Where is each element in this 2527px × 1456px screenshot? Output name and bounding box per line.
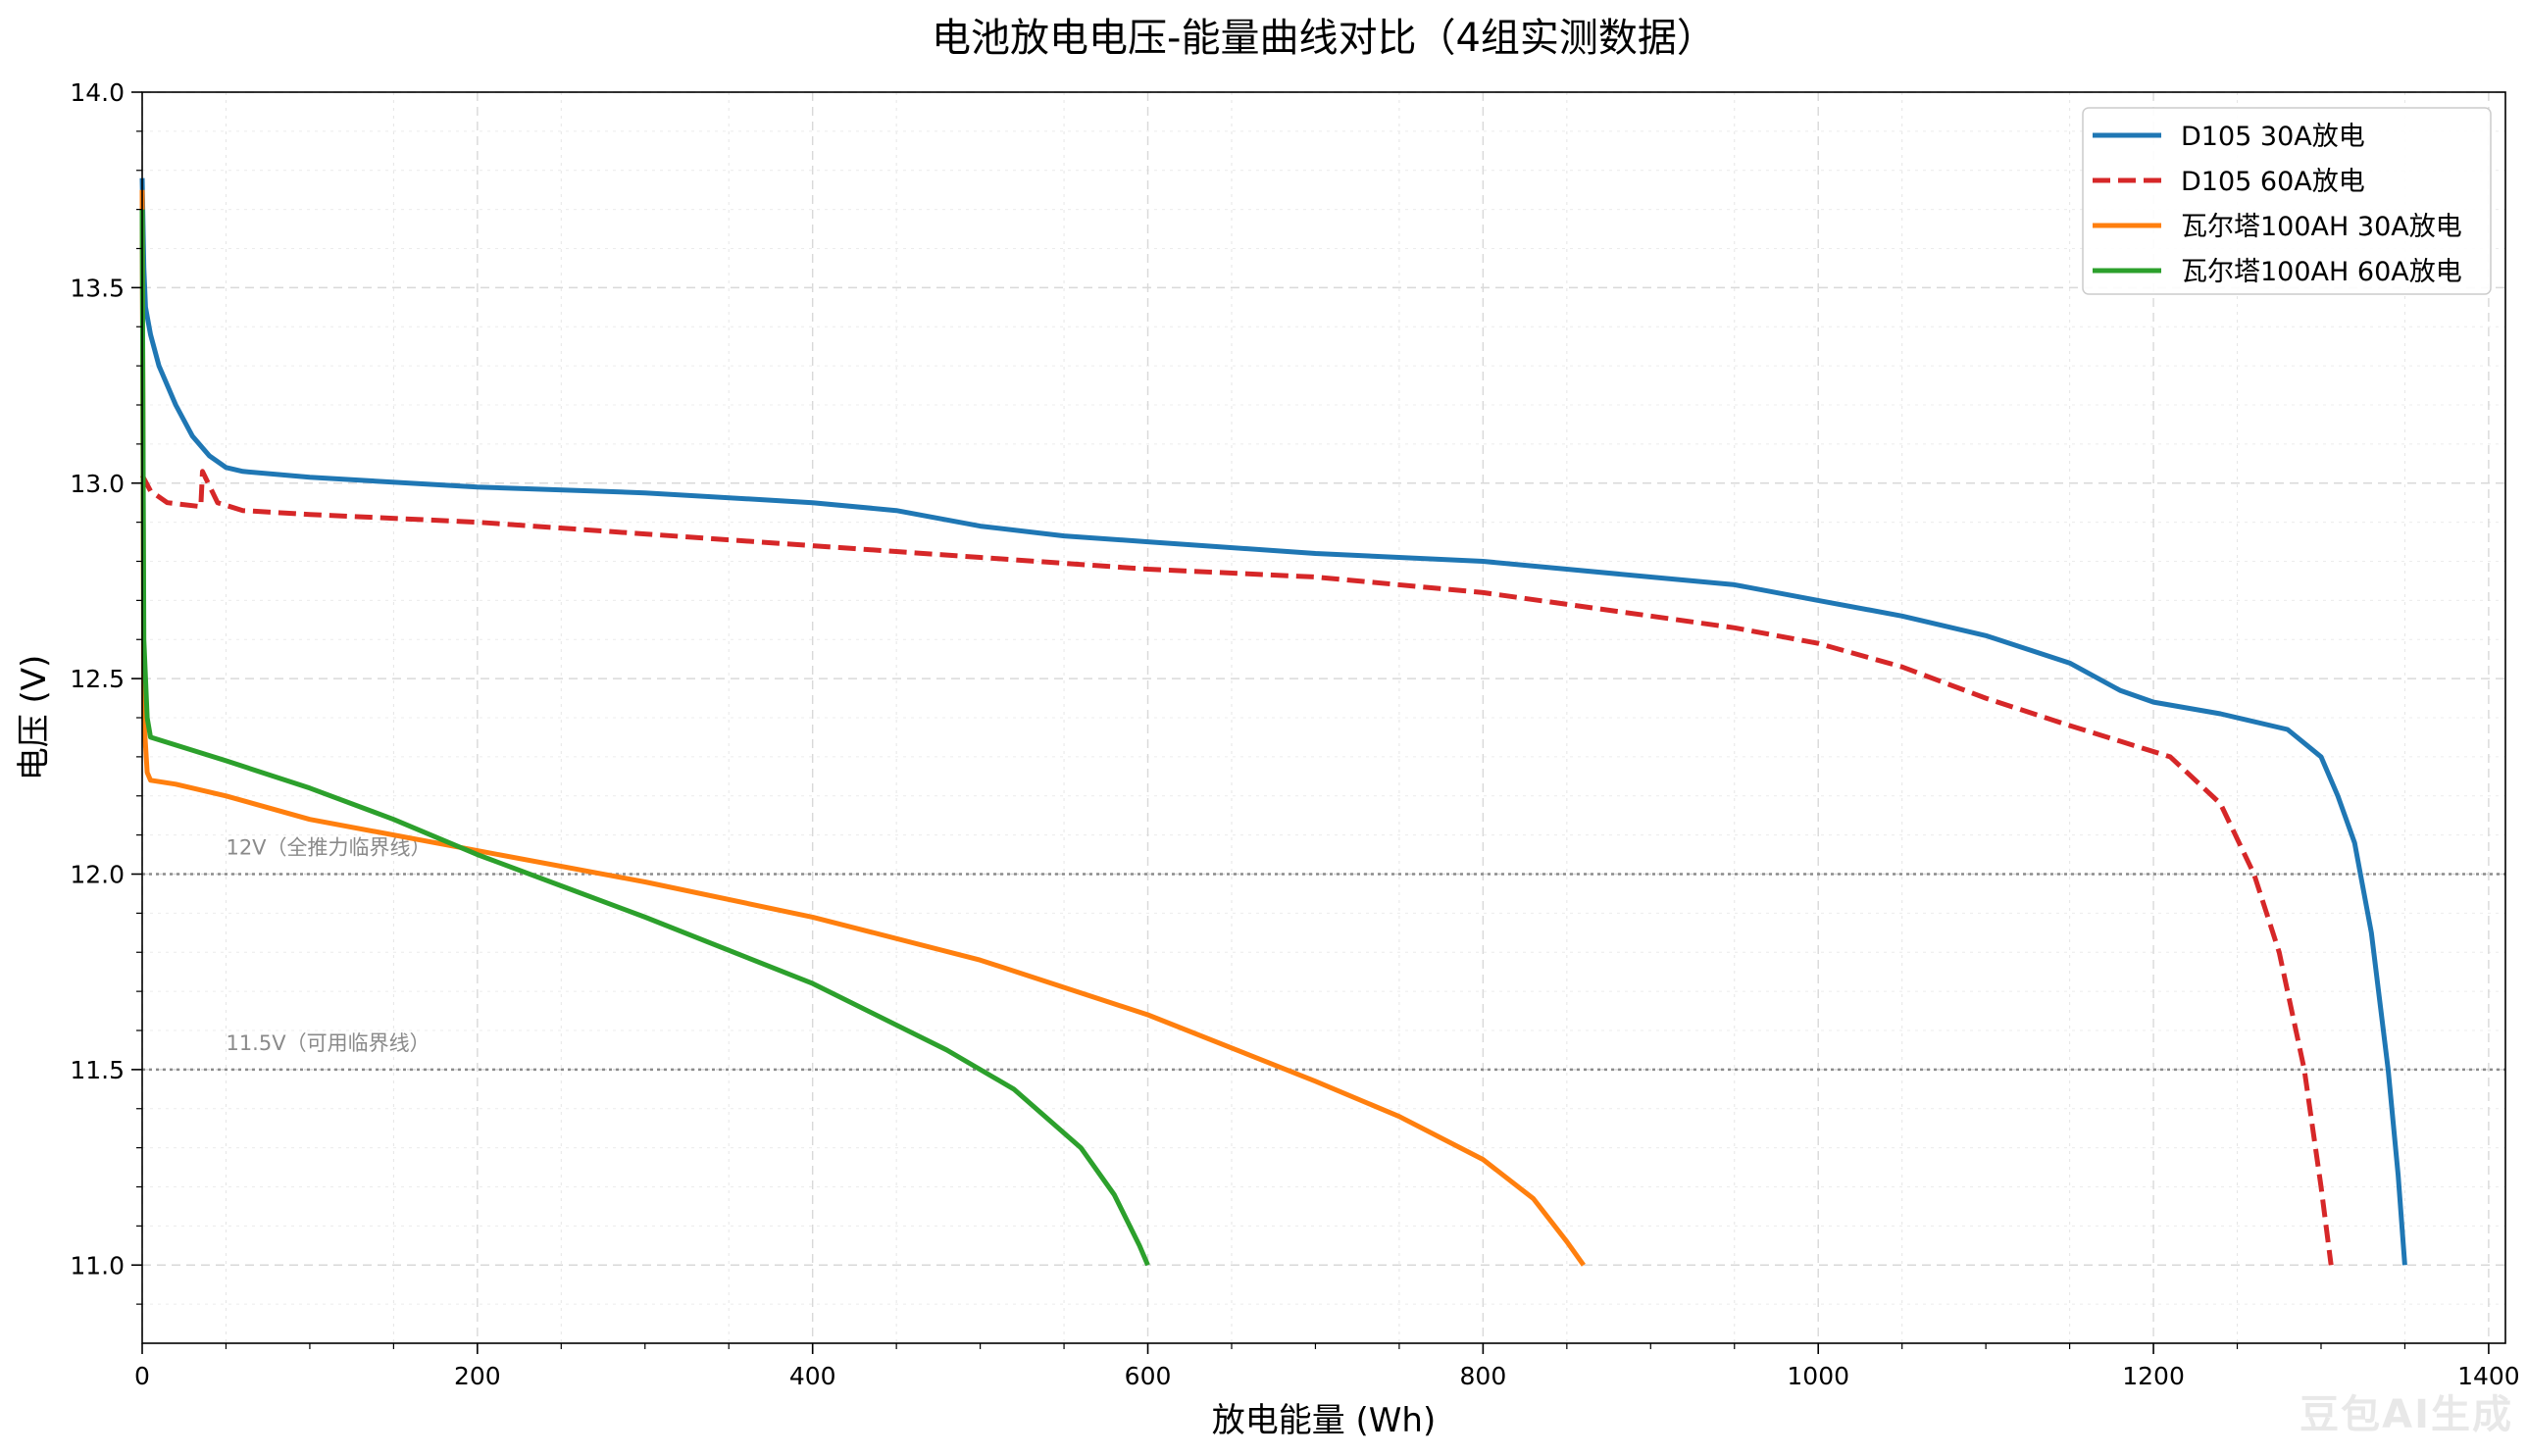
legend-label: D105 60A放电 xyxy=(2181,167,2365,197)
y-tick-label: 13.0 xyxy=(70,470,125,498)
x-tick-label: 1400 xyxy=(2457,1362,2520,1390)
series-line-0 xyxy=(139,177,2407,1266)
y-axis-title: 电压 (V) xyxy=(15,655,54,781)
reference-line-label: 12V（全推力临界线） xyxy=(226,836,430,860)
x-tick-label: 1000 xyxy=(1787,1362,1849,1390)
tick-layer: 0 200 400 600 800 1000 1200 1400 11.0 11.5 12.0 12.… xyxy=(70,78,2519,1390)
y-tick-label: 14.0 xyxy=(70,78,125,107)
x-tick-label: 600 xyxy=(1125,1362,1172,1390)
reference-line-label: 11.5V（可用临界线） xyxy=(226,1031,430,1055)
series-line-3 xyxy=(139,209,1150,1267)
legend-label: D105 30A放电 xyxy=(2181,122,2365,152)
legend-label: 瓦尔塔100AH 60A放电 xyxy=(2181,257,2462,287)
x-tick-label: 800 xyxy=(1460,1362,1507,1390)
x-tick-label: 0 xyxy=(134,1362,150,1390)
x-tick-label: 200 xyxy=(454,1362,501,1390)
series-line-2 xyxy=(139,189,1586,1267)
watermark: 豆包AI生成 xyxy=(2300,1392,2513,1437)
y-tick-label: 12.5 xyxy=(70,665,125,693)
x-axis-title: 放电能量 (Wh) xyxy=(1212,1401,1437,1440)
legend-box xyxy=(2082,107,2492,295)
x-tick-label: 1200 xyxy=(2122,1362,2185,1390)
legend-label: 瓦尔塔100AH 30A放电 xyxy=(2181,212,2462,242)
x-tick-label: 400 xyxy=(789,1362,836,1390)
series-layer xyxy=(139,177,2407,1267)
y-tick-label: 11.0 xyxy=(70,1251,125,1280)
y-tick-label: 11.5 xyxy=(70,1056,125,1084)
y-tick-label: 13.5 xyxy=(70,274,125,302)
y-tick-label: 12.0 xyxy=(70,861,125,889)
chart-title: 电池放电电压-能量曲线对比（4组实测数据） xyxy=(932,16,1716,61)
series-line-1 xyxy=(139,469,2334,1266)
